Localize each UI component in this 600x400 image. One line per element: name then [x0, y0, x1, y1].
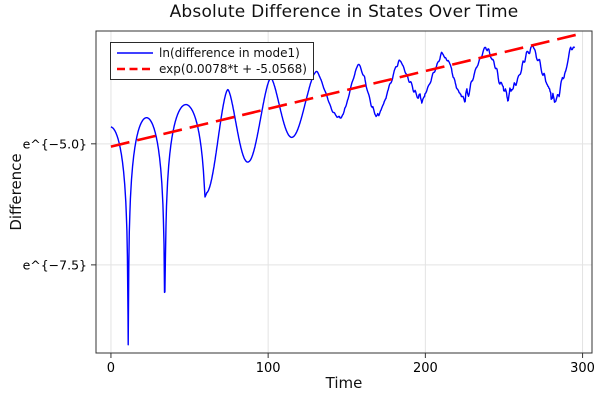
x-tick-label: 300 — [570, 361, 595, 376]
blue-line-sample-icon — [117, 52, 153, 54]
legend-label-difference: ln(difference in mode1) — [159, 46, 300, 60]
y-axis-label: Difference — [7, 153, 25, 231]
x-tick-label: 100 — [256, 361, 281, 376]
legend: ln(difference in mode1) exp(0.0078*t + -… — [110, 42, 314, 80]
y-tick-label: e^{−7.5} — [23, 257, 87, 272]
legend-item-difference: ln(difference in mode1) — [115, 45, 307, 61]
difference-series-line — [110, 45, 576, 346]
legend-item-fit: exp(0.0078*t + -5.0568) — [115, 61, 307, 77]
legend-label-fit: exp(0.0078*t + -5.0568) — [159, 62, 307, 76]
x-tick-label: 200 — [413, 361, 438, 376]
y-tick-label: e^{−5.0} — [23, 136, 87, 151]
plot-frame — [95, 30, 593, 354]
x-tick-label: 0 — [107, 361, 115, 376]
x-axis-label: Time — [325, 374, 363, 392]
red-dashed-line-sample-icon — [117, 67, 153, 71]
tick-labels: 0 100 200 300 e^{−5.0} e^{−7.5} — [23, 136, 595, 376]
tick-marks — [91, 143, 584, 358]
chart-title: Absolute Difference in States Over Time — [169, 2, 519, 22]
